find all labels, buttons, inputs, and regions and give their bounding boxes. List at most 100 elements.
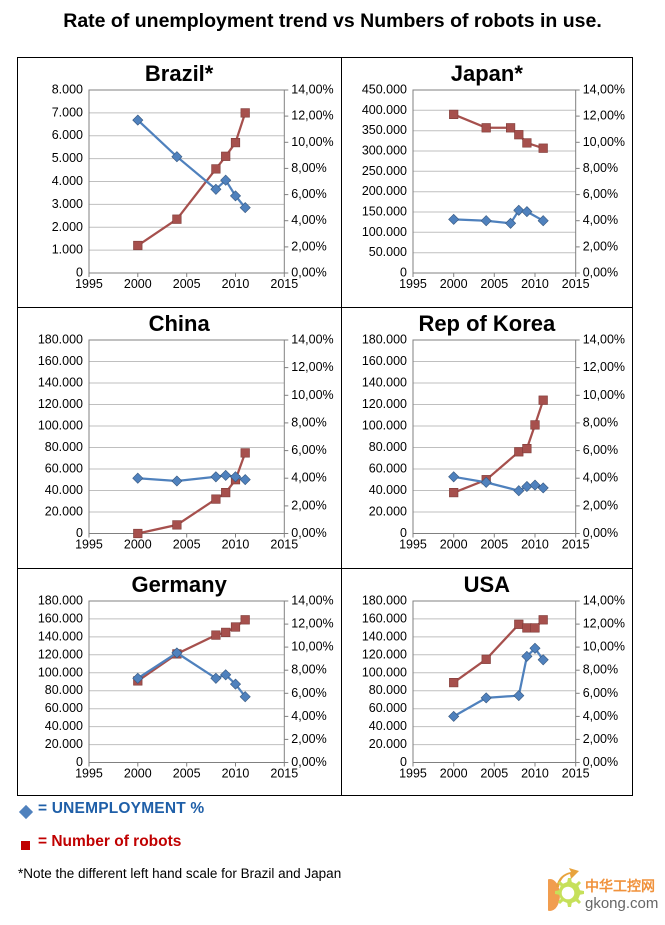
svg-text:10,00%: 10,00% bbox=[291, 135, 333, 149]
svg-text:8,00%: 8,00% bbox=[583, 161, 618, 175]
svg-text:20.000: 20.000 bbox=[369, 504, 407, 518]
svg-text:Brazil*: Brazil* bbox=[145, 61, 214, 86]
svg-text:80.000: 80.000 bbox=[45, 440, 83, 454]
svg-text:1995: 1995 bbox=[75, 537, 103, 551]
svg-text:3.000: 3.000 bbox=[52, 197, 83, 211]
svg-text:200.000: 200.000 bbox=[362, 184, 407, 198]
svg-text:12,00%: 12,00% bbox=[583, 360, 625, 374]
svg-text:4,00%: 4,00% bbox=[291, 213, 326, 227]
svg-text:160.000: 160.000 bbox=[362, 354, 407, 368]
svg-text:4,00%: 4,00% bbox=[583, 708, 618, 722]
svg-text:2,00%: 2,00% bbox=[583, 498, 618, 512]
svg-text:2,00%: 2,00% bbox=[291, 498, 326, 512]
svg-text:250.000: 250.000 bbox=[362, 164, 407, 178]
svg-text:60.000: 60.000 bbox=[45, 461, 83, 475]
svg-text:2010: 2010 bbox=[521, 537, 549, 551]
svg-text:60.000: 60.000 bbox=[369, 701, 407, 715]
svg-text:350.000: 350.000 bbox=[362, 123, 407, 137]
svg-text:2000: 2000 bbox=[124, 537, 152, 551]
svg-text:2010: 2010 bbox=[222, 766, 250, 780]
svg-text:160.000: 160.000 bbox=[362, 611, 407, 625]
svg-text:160.000: 160.000 bbox=[38, 354, 83, 368]
svg-text:5.000: 5.000 bbox=[52, 151, 83, 165]
svg-text:12,00%: 12,00% bbox=[291, 360, 333, 374]
svg-text:14,00%: 14,00% bbox=[291, 83, 333, 97]
svg-text:120.000: 120.000 bbox=[362, 647, 407, 661]
svg-text:1995: 1995 bbox=[399, 537, 427, 551]
svg-text:1995: 1995 bbox=[399, 277, 427, 291]
svg-text:14,00%: 14,00% bbox=[583, 593, 625, 607]
svg-text:140.000: 140.000 bbox=[38, 629, 83, 643]
svg-text:60.000: 60.000 bbox=[369, 461, 407, 475]
svg-text:80.000: 80.000 bbox=[369, 683, 407, 697]
svg-text:2000: 2000 bbox=[440, 537, 468, 551]
svg-text:2015: 2015 bbox=[270, 537, 298, 551]
svg-text:2015: 2015 bbox=[562, 277, 590, 291]
svg-text:2,00%: 2,00% bbox=[291, 239, 326, 253]
svg-text:12,00%: 12,00% bbox=[291, 109, 333, 123]
svg-text:6,00%: 6,00% bbox=[291, 443, 326, 457]
svg-text:8,00%: 8,00% bbox=[583, 662, 618, 676]
svg-text:6.000: 6.000 bbox=[52, 128, 83, 142]
svg-text:40.000: 40.000 bbox=[45, 483, 83, 497]
svg-text:400.000: 400.000 bbox=[362, 103, 407, 117]
svg-text:8,00%: 8,00% bbox=[583, 415, 618, 429]
svg-text:2005: 2005 bbox=[173, 277, 201, 291]
svg-text:2005: 2005 bbox=[481, 766, 509, 780]
svg-text:180.000: 180.000 bbox=[362, 333, 407, 347]
svg-text:4,00%: 4,00% bbox=[291, 708, 326, 722]
svg-text:300.000: 300.000 bbox=[362, 144, 407, 158]
svg-text:2.000: 2.000 bbox=[52, 220, 83, 234]
svg-text:4,00%: 4,00% bbox=[583, 471, 618, 485]
svg-text:2000: 2000 bbox=[124, 277, 152, 291]
svg-text:2005: 2005 bbox=[481, 537, 509, 551]
svg-text:100.000: 100.000 bbox=[38, 419, 83, 433]
svg-text:180.000: 180.000 bbox=[362, 593, 407, 607]
svg-text:100.000: 100.000 bbox=[362, 665, 407, 679]
svg-text:12,00%: 12,00% bbox=[291, 616, 333, 630]
svg-text:4.000: 4.000 bbox=[52, 174, 83, 188]
svg-text:6,00%: 6,00% bbox=[583, 443, 618, 457]
svg-text:中华工控网: 中华工控网 bbox=[585, 878, 655, 894]
svg-text:Japan*: Japan* bbox=[451, 61, 524, 86]
svg-text:180.000: 180.000 bbox=[38, 333, 83, 347]
svg-text:100.000: 100.000 bbox=[362, 225, 407, 239]
svg-text:6,00%: 6,00% bbox=[291, 187, 326, 201]
svg-text:1995: 1995 bbox=[75, 277, 103, 291]
svg-text:50.000: 50.000 bbox=[369, 245, 407, 259]
svg-text:2000: 2000 bbox=[440, 277, 468, 291]
svg-text:60.000: 60.000 bbox=[45, 701, 83, 715]
svg-text:2010: 2010 bbox=[222, 537, 250, 551]
svg-text:Germany: Germany bbox=[131, 572, 227, 597]
svg-text:10,00%: 10,00% bbox=[583, 639, 625, 653]
svg-text:2015: 2015 bbox=[562, 766, 590, 780]
svg-text:120.000: 120.000 bbox=[38, 397, 83, 411]
svg-text:80.000: 80.000 bbox=[369, 440, 407, 454]
svg-text:40.000: 40.000 bbox=[369, 483, 407, 497]
svg-text:2000: 2000 bbox=[440, 766, 468, 780]
svg-text:40.000: 40.000 bbox=[369, 719, 407, 733]
svg-text:12,00%: 12,00% bbox=[583, 109, 625, 123]
svg-text:80.000: 80.000 bbox=[45, 683, 83, 697]
svg-text:1995: 1995 bbox=[75, 766, 103, 780]
svg-text:2015: 2015 bbox=[270, 766, 298, 780]
svg-text:1995: 1995 bbox=[399, 766, 427, 780]
svg-text:10,00%: 10,00% bbox=[583, 388, 625, 402]
svg-text:2005: 2005 bbox=[173, 766, 201, 780]
svg-text:180.000: 180.000 bbox=[38, 593, 83, 607]
svg-text:Rep of Korea: Rep of Korea bbox=[419, 311, 557, 336]
svg-text:10,00%: 10,00% bbox=[291, 388, 333, 402]
svg-text:1.000: 1.000 bbox=[52, 243, 83, 257]
svg-text:8,00%: 8,00% bbox=[291, 161, 326, 175]
svg-text:120.000: 120.000 bbox=[38, 647, 83, 661]
svg-text:14,00%: 14,00% bbox=[583, 333, 625, 347]
svg-text:12,00%: 12,00% bbox=[583, 616, 625, 630]
svg-text:14,00%: 14,00% bbox=[291, 333, 333, 347]
svg-text:20.000: 20.000 bbox=[45, 737, 83, 751]
svg-text:6,00%: 6,00% bbox=[583, 685, 618, 699]
svg-text:7.000: 7.000 bbox=[52, 105, 83, 119]
svg-text:20.000: 20.000 bbox=[45, 504, 83, 518]
svg-text:450.000: 450.000 bbox=[362, 83, 407, 97]
svg-text:2010: 2010 bbox=[222, 277, 250, 291]
svg-text:14,00%: 14,00% bbox=[583, 83, 625, 97]
